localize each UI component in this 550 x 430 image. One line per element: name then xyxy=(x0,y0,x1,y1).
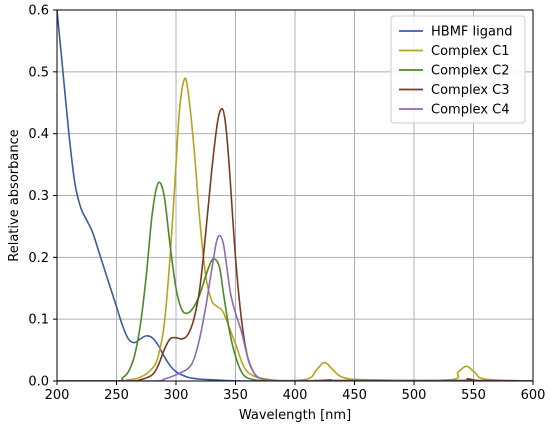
legend-box xyxy=(390,15,526,124)
legend-label: HBMF ligand xyxy=(431,25,512,40)
x-axis-label: Wavelength [nm] xyxy=(239,408,351,423)
legend-label: Complex C2 xyxy=(431,64,510,79)
legend-label: Complex C4 xyxy=(431,103,510,118)
series-lines xyxy=(57,10,533,381)
y-tick-label: 0.4 xyxy=(28,127,49,142)
y-tick-label: 0.6 xyxy=(28,4,49,19)
grid xyxy=(56,9,534,382)
series-line-hbmf-ligand xyxy=(57,10,533,381)
legend: HBMF ligand Complex C1 Complex C2 Complex C… xyxy=(390,15,526,124)
legend-label: Complex C1 xyxy=(431,44,510,59)
x-tick-label: 350 xyxy=(223,388,248,403)
series-line-complex-c4 xyxy=(57,234,533,381)
y-axis-label: Relative absorbance xyxy=(7,129,22,261)
y-tick-label: 0.2 xyxy=(28,251,49,266)
y-tick-label: 0.5 xyxy=(28,65,49,80)
legend-label: Complex C3 xyxy=(431,83,510,98)
x-tick-label: 450 xyxy=(342,388,367,403)
y-tick-label: 0.0 xyxy=(28,375,49,390)
y-tick-label: 0.1 xyxy=(28,313,49,328)
x-tick-label: 200 xyxy=(45,388,70,403)
x-tick-label: 250 xyxy=(104,388,129,403)
x-tick-label: 400 xyxy=(283,388,308,403)
axis-ticks: 200 250 300 350 400 450 500 550 600 0.0 0.1 0.2 0.3 0… xyxy=(28,4,545,404)
x-tick-label: 300 xyxy=(164,388,189,403)
x-tick-label: 550 xyxy=(461,388,486,403)
x-tick-label: 500 xyxy=(402,388,427,403)
y-tick-label: 0.3 xyxy=(28,189,49,204)
series-line-complex-c2 xyxy=(57,181,533,381)
x-tick-label: 600 xyxy=(521,388,546,403)
